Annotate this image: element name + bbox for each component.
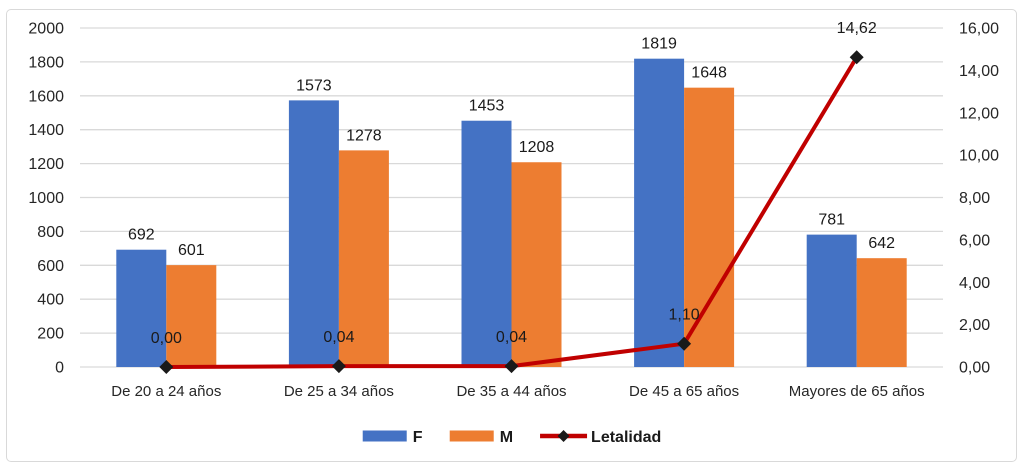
legend-label-f: F xyxy=(413,429,423,446)
primary-axis-tick-label: 2000 xyxy=(28,21,64,38)
legend-swatch-m xyxy=(449,430,494,442)
line-marker-3 xyxy=(677,336,692,351)
legend-item-m: M xyxy=(449,429,513,446)
legend-label-m: M xyxy=(500,429,513,446)
legend-swatch-f xyxy=(362,430,407,442)
bar-f-4 xyxy=(806,234,857,367)
secondary-axis-tick-label: 2,00 xyxy=(959,317,990,334)
primary-axis-tick-label: 400 xyxy=(37,292,64,309)
line-marker-2 xyxy=(504,359,519,374)
bar-label-f-0: 692 xyxy=(128,227,155,244)
legend-item-f: F xyxy=(362,429,423,446)
legend-label-letalidad: Letalidad xyxy=(591,429,661,446)
line-marker-4 xyxy=(849,50,864,65)
secondary-axis-tick-label: 10,00 xyxy=(959,148,999,165)
bar-series-m: 601 1278 1208 1648 642 xyxy=(166,65,907,367)
bar-m-2 xyxy=(511,162,562,367)
secondary-axis-tick-label: 16,00 xyxy=(959,21,999,38)
primary-y-axis: 0 200 400 600 800 1000 1200 1400 1600 1800 2000 xyxy=(28,21,64,377)
secondary-axis-tick-label: 14,00 xyxy=(959,63,999,80)
bar-label-m-0: 601 xyxy=(178,242,205,259)
primary-axis-tick-label: 1400 xyxy=(28,122,64,139)
primary-axis-tick-label: 1000 xyxy=(28,190,64,207)
primary-axis-tick-label: 200 xyxy=(37,326,64,343)
line-point-label-0: 0,00 xyxy=(151,330,182,347)
bar-m-1 xyxy=(338,150,389,367)
bar-f-3 xyxy=(634,58,685,367)
secondary-y-axis: 0,00 2,00 4,00 6,00 8,00 10,00 12,00 14,00 16,00 xyxy=(959,21,999,377)
primary-axis-tick-label: 800 xyxy=(37,224,64,241)
x-axis-category-label-3: De 45 a 65 años xyxy=(629,383,739,400)
line-point-label-3: 1,10 xyxy=(669,307,700,324)
secondary-axis-tick-label: 8,00 xyxy=(959,190,990,207)
x-axis-category-label-4: Mayores de 65 años xyxy=(789,383,925,400)
bar-series-f: 692 1573 1453 1819 781 xyxy=(116,36,857,368)
primary-axis-tick-label: 1200 xyxy=(28,156,64,173)
bar-m-0 xyxy=(166,265,217,367)
bar-m-3 xyxy=(684,87,735,367)
legend-line-marker xyxy=(557,430,570,442)
bar-f-2 xyxy=(461,120,512,368)
secondary-axis-tick-label: 12,00 xyxy=(959,105,999,122)
line-point-label-4: 14,62 xyxy=(837,20,877,37)
bar-label-f-1: 1573 xyxy=(296,77,332,94)
secondary-axis-tick-label: 4,00 xyxy=(959,275,990,292)
primary-axis-tick-label: 0 xyxy=(55,360,64,377)
legend: F M Letalidad xyxy=(362,429,661,446)
primary-axis-tick-label: 1600 xyxy=(28,88,64,105)
x-axis-category-label-0: De 20 a 24 años xyxy=(111,383,221,400)
line-point-label-1: 0,04 xyxy=(323,329,354,346)
bar-label-f-4: 781 xyxy=(818,212,845,229)
line-point-label-2: 0,04 xyxy=(496,329,527,346)
bar-label-m-4: 642 xyxy=(868,235,895,252)
bar-label-m-2: 1208 xyxy=(519,139,555,156)
bar-f-1 xyxy=(288,100,339,368)
primary-axis-tick-label: 600 xyxy=(37,258,64,275)
line-marker-0 xyxy=(159,360,174,374)
secondary-axis-tick-label: 6,00 xyxy=(959,232,990,249)
line-marker-1 xyxy=(331,359,346,374)
bar-m-4 xyxy=(856,258,907,367)
x-axis: De 20 a 24 años De 25 a 34 años De 35 a 44… xyxy=(111,383,924,400)
bar-label-m-3: 1648 xyxy=(691,65,727,82)
legend-item-letalidad: Letalidad xyxy=(540,429,661,446)
primary-axis-tick-label: 1800 xyxy=(28,54,64,71)
bar-label-f-2: 1453 xyxy=(469,98,505,115)
x-axis-category-label-1: De 25 a 34 años xyxy=(284,383,394,400)
x-axis-category-label-2: De 35 a 44 años xyxy=(456,383,566,400)
line-series-letalidad: 0,00 0,04 0,04 1,10 14,62 xyxy=(151,20,877,374)
bar-label-f-3: 1819 xyxy=(641,36,677,53)
secondary-axis-tick-label: 0,00 xyxy=(959,360,990,377)
bar-f-0 xyxy=(116,249,167,367)
bar-label-m-1: 1278 xyxy=(346,127,382,144)
